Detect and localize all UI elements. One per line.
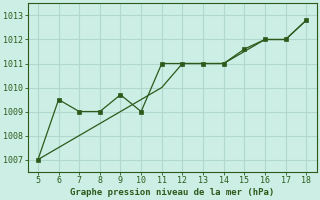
X-axis label: Graphe pression niveau de la mer (hPa): Graphe pression niveau de la mer (hPa) <box>70 188 274 197</box>
